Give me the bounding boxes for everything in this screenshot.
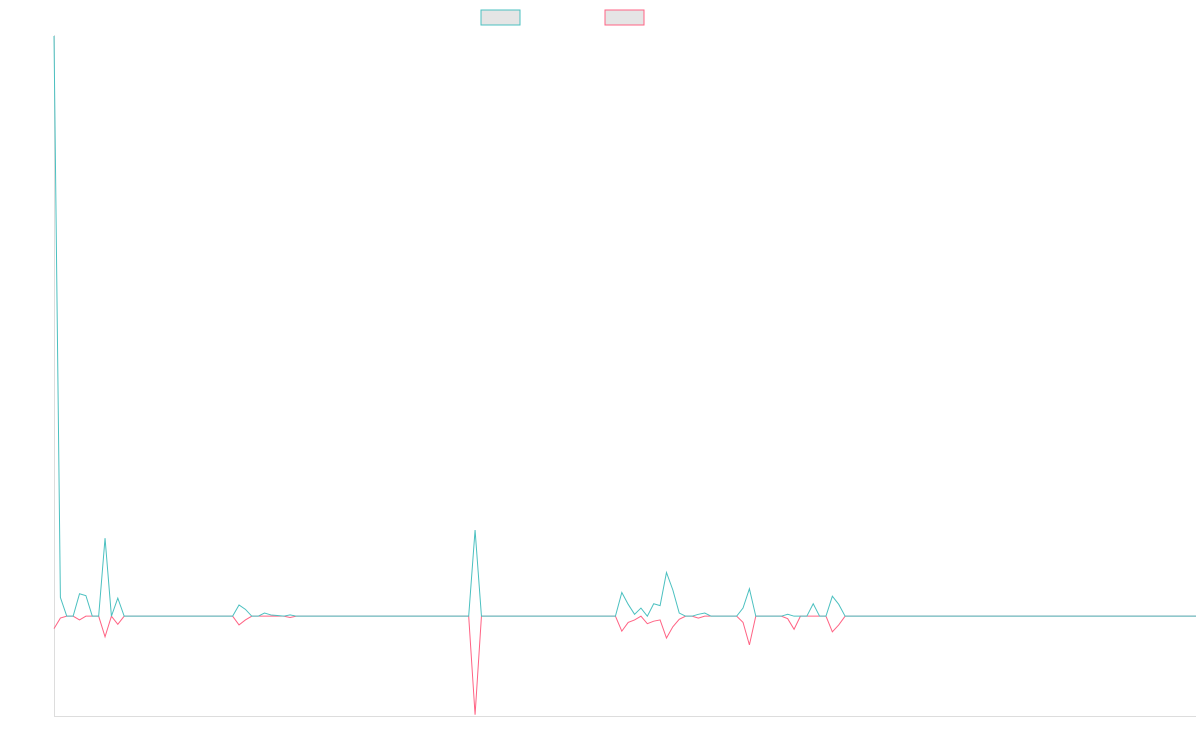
legend-swatch-negative-series[interactable] [604, 9, 645, 26]
legend [480, 9, 645, 26]
series-line-positive [53, 35, 1196, 618]
series-line-negative [53, 615, 1196, 715]
plot-area [53, 35, 1196, 715]
legend-swatch-positive-series[interactable] [480, 9, 521, 26]
